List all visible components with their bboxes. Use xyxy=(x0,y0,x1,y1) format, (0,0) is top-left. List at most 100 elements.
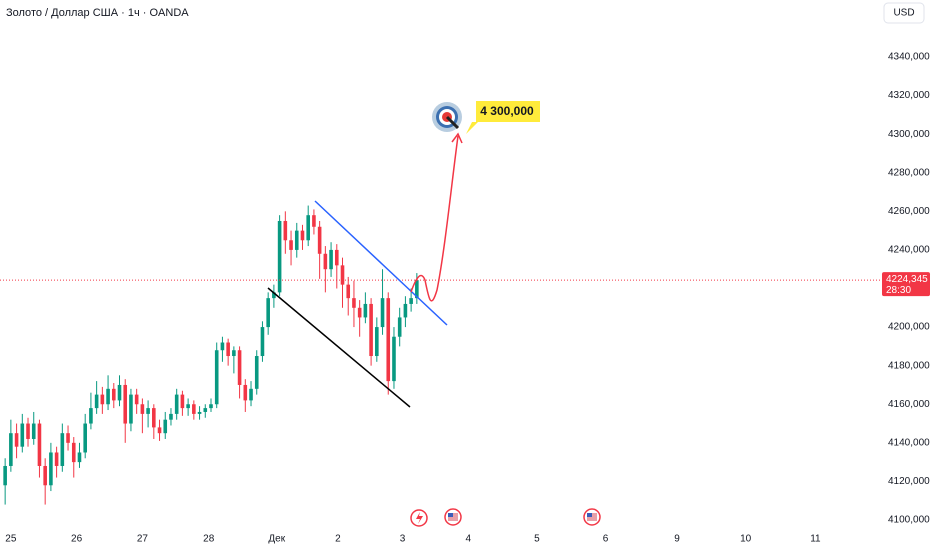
candle-body xyxy=(386,298,391,382)
candle-body xyxy=(357,307,362,318)
flag-canton xyxy=(448,513,453,517)
candle-body xyxy=(346,284,351,299)
x-tick-label: 9 xyxy=(674,534,680,545)
callout-box[interactable] xyxy=(466,101,540,134)
candle-body xyxy=(129,394,133,424)
y-tick-label: 4100,000 xyxy=(888,515,930,526)
candle-body xyxy=(249,388,253,401)
candle-body xyxy=(300,230,305,241)
candle-body xyxy=(289,240,293,250)
y-tick-label: 4340,000 xyxy=(888,52,930,63)
drawings: 4 300,000 xyxy=(267,101,601,527)
candle-body xyxy=(375,327,379,357)
y-tick-label: 4140,000 xyxy=(888,437,930,448)
currency-label[interactable]: USD xyxy=(893,8,914,19)
candle-body xyxy=(260,327,265,357)
x-tick-label: 10 xyxy=(740,534,752,545)
arrow-head xyxy=(451,132,463,144)
candle-body xyxy=(54,452,59,466)
y-tick-label: 4280,000 xyxy=(888,167,930,178)
y-tick-label: 4120,000 xyxy=(888,476,930,487)
trend-line[interactable] xyxy=(314,200,448,326)
candle-body xyxy=(323,253,328,270)
candle-body xyxy=(157,427,162,434)
candle-body xyxy=(31,423,36,439)
x-tick-label: 3 xyxy=(400,534,406,545)
candle-body xyxy=(363,303,368,318)
candle-body xyxy=(26,423,30,439)
flag-canton xyxy=(587,513,592,517)
candle-body xyxy=(66,433,70,443)
candle-body xyxy=(134,394,139,405)
candle-body xyxy=(254,356,259,389)
candle-body xyxy=(180,394,185,409)
candle-body xyxy=(60,433,65,466)
candle-body xyxy=(14,433,19,447)
x-tick-label: 25 xyxy=(5,534,17,545)
candle-body xyxy=(192,404,196,414)
candle-body xyxy=(369,303,373,357)
candle-body xyxy=(272,292,276,299)
x-tick-label: 6 xyxy=(603,534,609,545)
candle-body xyxy=(123,384,128,424)
x-tick-label: 28 xyxy=(203,534,215,545)
candle-body xyxy=(100,394,105,405)
x-tick-label: 11 xyxy=(810,534,821,545)
candle-body xyxy=(317,226,322,254)
candle-body xyxy=(49,452,53,486)
last-price-label: 4224,345 xyxy=(886,274,928,285)
candle-body xyxy=(209,404,213,409)
y-tick-label: 4260,000 xyxy=(888,206,930,217)
currency-button[interactable] xyxy=(883,2,925,24)
candle-body xyxy=(146,408,150,414)
trend-line[interactable] xyxy=(267,287,411,408)
candle-body xyxy=(117,384,122,401)
candle-body xyxy=(226,342,230,357)
x-tick-label: 5 xyxy=(534,534,540,545)
candle-body xyxy=(392,336,396,382)
candle-body xyxy=(77,452,82,463)
candle-body xyxy=(277,220,282,293)
y-tick-label: 4200,000 xyxy=(888,322,930,333)
y-tick-label: 4320,000 xyxy=(888,90,930,101)
candle-body xyxy=(169,413,173,420)
x-tick-label: 2 xyxy=(335,534,341,545)
x-tick-label: Дек xyxy=(268,534,285,545)
last-price-badge xyxy=(882,272,930,297)
candle-body xyxy=(163,419,168,434)
candle-body xyxy=(329,249,333,270)
candle-body xyxy=(106,388,110,405)
candle-body xyxy=(37,423,42,466)
candle-body xyxy=(243,384,248,401)
candle-body xyxy=(83,423,87,453)
candle-body xyxy=(334,249,339,266)
y-tick-label: 4180,000 xyxy=(888,360,930,371)
candle-body xyxy=(380,298,385,328)
y-tick-label: 4300,000 xyxy=(888,129,930,140)
y-tick-label: 4160,000 xyxy=(888,399,930,410)
last-price-timer: 28:30 xyxy=(886,285,911,296)
candle-body xyxy=(197,411,202,414)
candle-body xyxy=(20,423,25,447)
candle-body xyxy=(294,230,299,250)
candle-body xyxy=(111,388,116,401)
candle-body xyxy=(203,408,208,412)
candle-body xyxy=(152,408,156,428)
callout-text: 4 300,000 xyxy=(480,104,534,118)
projection-arrow[interactable] xyxy=(410,135,459,302)
candle-body xyxy=(352,298,356,308)
lightning xyxy=(416,512,423,524)
candle-body xyxy=(186,404,190,409)
candle-body xyxy=(94,394,99,409)
candle-body xyxy=(71,442,76,463)
candle-body xyxy=(3,465,7,486)
candle-body xyxy=(397,317,402,337)
candle-body xyxy=(312,215,316,227)
x-tick-label: 27 xyxy=(137,534,149,545)
candle-body xyxy=(174,394,179,414)
candle-body xyxy=(89,408,93,424)
candle-body xyxy=(403,303,408,318)
y-tick-label: 4240,000 xyxy=(888,245,930,256)
